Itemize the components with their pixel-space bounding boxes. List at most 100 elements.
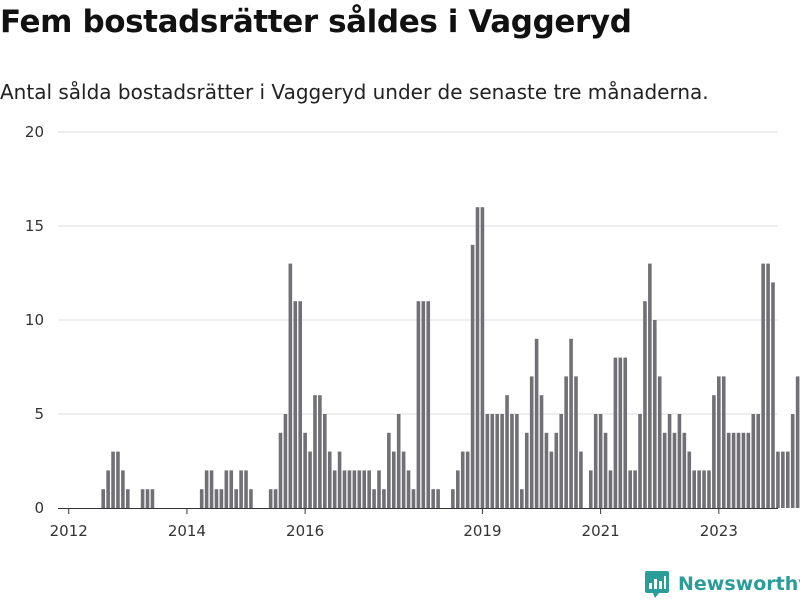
bar [347,470,352,508]
bar [776,451,780,508]
bar [244,470,248,508]
bar [771,282,775,508]
bar [524,432,529,508]
bar [500,414,504,508]
bars [101,207,800,509]
bar [421,301,426,508]
bar [480,207,485,508]
bar [682,432,687,508]
bar [352,470,357,508]
bar [549,451,554,508]
bar [337,451,342,508]
bar [229,470,234,508]
bar [662,432,667,508]
bar [628,470,632,508]
bar [569,338,573,508]
bar [367,470,371,508]
bar [436,489,440,508]
x-tick-label: 2014 [168,522,206,540]
bar [505,395,509,508]
bar [598,414,603,508]
bar [790,414,795,508]
bar [214,489,219,508]
bar [111,451,115,508]
bar [426,301,431,508]
y-tick-label: 0 [34,499,44,517]
bar [372,489,376,508]
bar [712,395,716,508]
bar [643,301,647,508]
bar [451,489,455,508]
bar [150,489,155,508]
bar [219,489,224,508]
x-tick-label: 2021 [582,522,620,540]
bar [707,470,711,508]
bar [456,470,460,508]
bar [377,470,381,508]
bar [199,489,204,508]
bar [313,395,317,508]
bar [697,470,701,508]
bar [672,432,677,508]
bar [342,470,347,508]
bar [431,489,435,508]
bar [293,301,298,508]
bar [554,432,559,508]
bar [485,414,490,508]
bar [510,414,514,508]
bar [657,376,662,508]
bar [116,451,120,508]
bar [677,414,682,508]
bar [283,414,288,508]
bar [323,414,327,508]
bar [332,470,337,508]
x-tick-label: 2016 [286,522,324,540]
y-tick-label: 5 [34,405,44,423]
bar [795,376,800,508]
bar [362,470,367,508]
bar [224,470,229,508]
bar [416,301,421,508]
bar [756,414,761,508]
bar [539,395,544,508]
bar [618,357,623,508]
x-tick-label: 2019 [463,522,501,540]
bar [603,432,608,508]
bar [382,489,386,508]
brand-name: Newsworthy [678,573,800,595]
bar [106,470,110,508]
bar [721,376,726,508]
bar [140,489,145,508]
bar [717,376,721,508]
bar [288,263,293,508]
bar [588,470,593,508]
bar [746,432,751,508]
newsworthy-logo-icon [645,571,669,598]
bar [781,451,785,508]
bar [559,414,564,508]
bar [593,414,598,508]
bar [766,263,770,508]
bar [234,489,238,508]
bar [667,414,672,508]
bar [608,470,613,508]
bar [273,489,278,508]
bar [638,414,642,508]
bar [490,414,495,508]
bar [209,470,214,508]
bar [470,244,475,509]
brand: Newsworthy [644,568,800,600]
bar [761,263,765,508]
x-tick-label: 2012 [50,522,88,540]
bar [204,470,209,508]
bar [736,432,741,508]
bar [278,432,283,508]
bar [239,470,243,508]
bar [751,414,756,508]
y-tick-label: 20 [25,123,44,141]
bar [653,320,657,508]
bar [298,301,302,508]
bar [475,207,480,508]
bar [534,338,539,508]
